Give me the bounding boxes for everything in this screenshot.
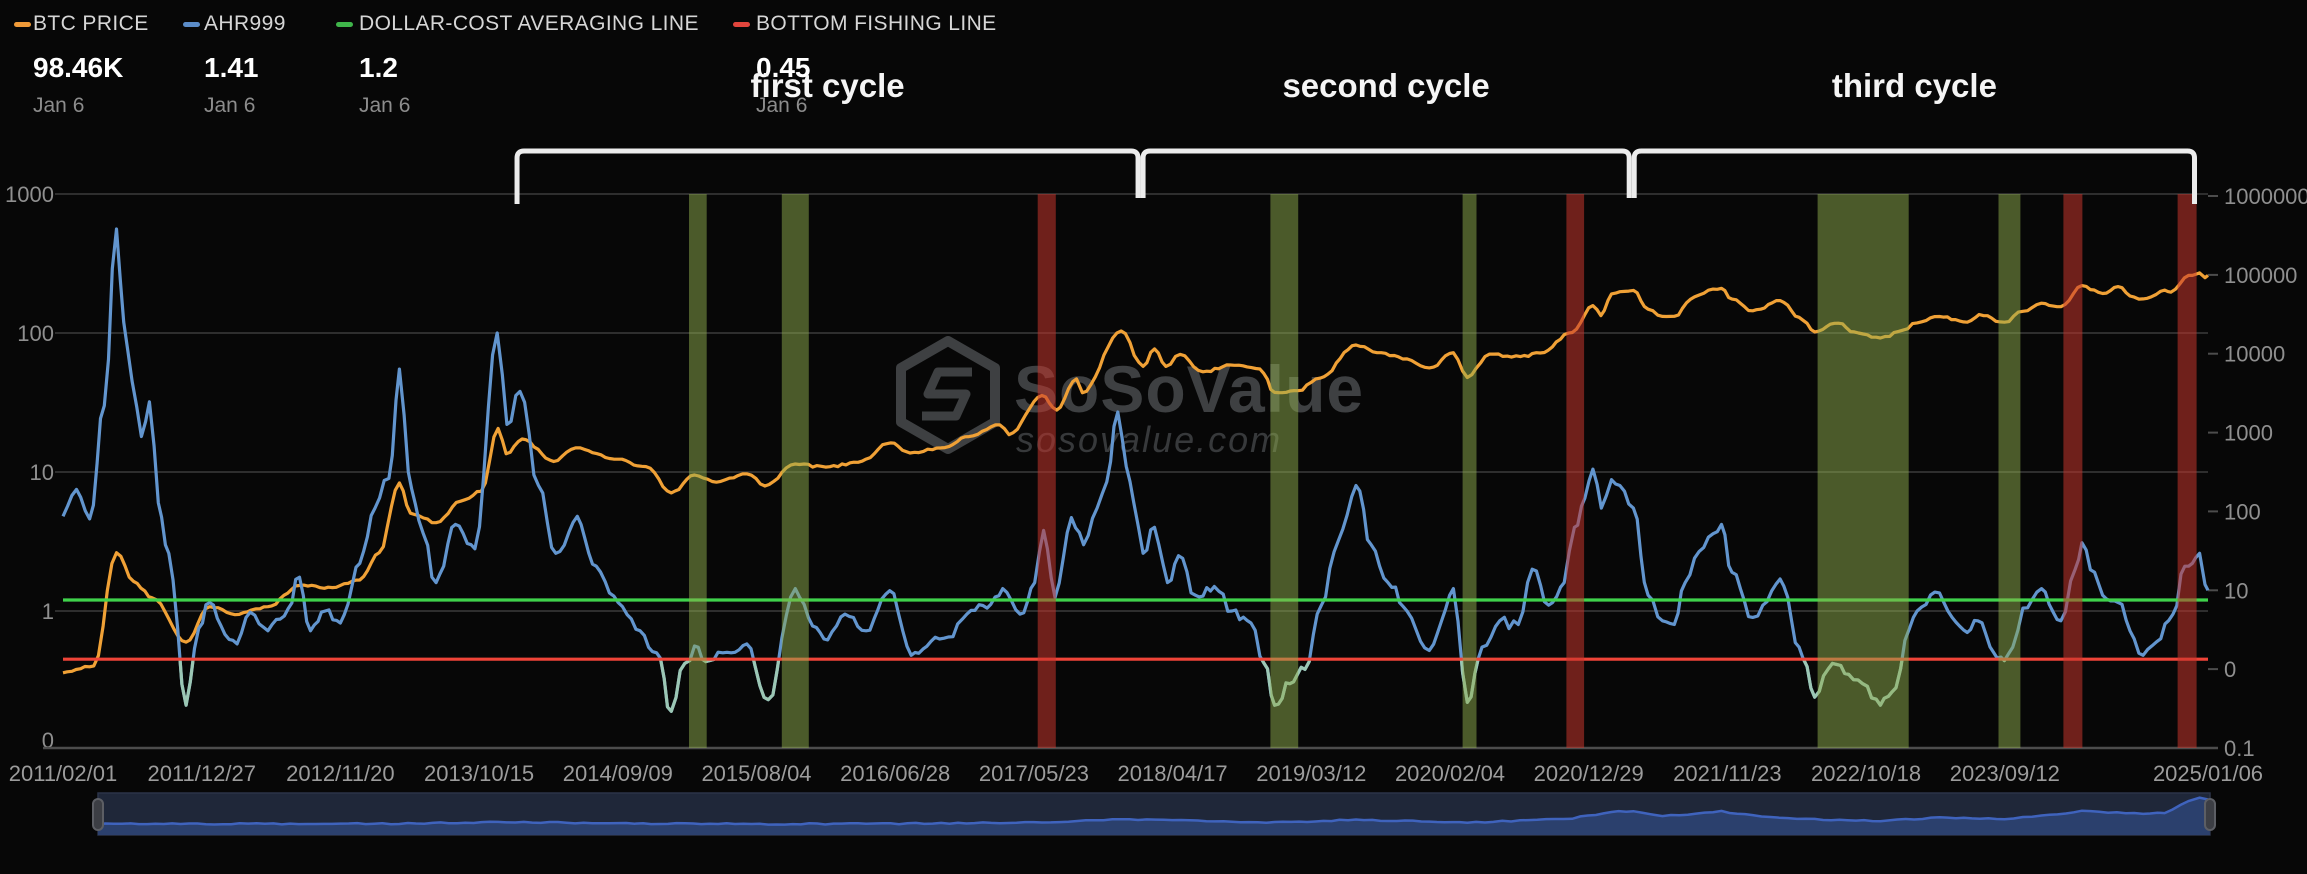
x-axis-label: 2023/09/12 (1950, 761, 2060, 786)
x-axis-label: 2011/12/27 (147, 761, 255, 786)
plot-area[interactable] (63, 194, 2208, 748)
buy-band (689, 194, 707, 748)
navigator-line (96, 796, 2209, 826)
cycle-bracket (514, 148, 1141, 204)
sell-band (1566, 194, 1585, 748)
x-axis-label: 2015/08/04 (701, 761, 811, 786)
x-axis-label: 2025/01/06 (2153, 761, 2263, 786)
y-axis-left-label: 100 (17, 321, 54, 346)
legend-date: Jan 6 (756, 94, 808, 117)
watermark-subtitle: sosovalue.com (1016, 419, 1282, 460)
buy-band (1998, 194, 2021, 748)
watermark: SoSoValuesosovalue.com (896, 336, 1363, 460)
cycle-label: second cycle (1282, 67, 1489, 104)
cycle-label: first cycle (751, 67, 905, 104)
y-axis-right-label: 100000 (2224, 263, 2297, 288)
y-axis-right-label: 1000 (2224, 421, 2273, 446)
legend-value: 1.2 (359, 52, 398, 83)
legend-label: AHR999 (204, 12, 286, 35)
y-axis-right-label: 100 (2224, 499, 2261, 524)
buy-band (1817, 194, 1909, 748)
x-axis-label: 2020/02/04 (1395, 761, 1505, 786)
sosovalue-logo-icon (896, 336, 1000, 454)
y-axis-right-label: 1000000 (2224, 184, 2307, 209)
grid: 1000100101010000001000001000010001001000… (5, 182, 2307, 786)
x-axis-label: 2014/09/09 (563, 761, 673, 786)
sell-band (1037, 194, 1056, 748)
y-axis-right-label: 10000 (2224, 342, 2285, 367)
x-axis-label: 2019/03/12 (1256, 761, 1366, 786)
x-axis-label: 2020/12/29 (1534, 761, 1644, 786)
legend-label: BTC PRICE (33, 12, 149, 35)
legend-label: DOLLAR-COST AVERAGING LINE (359, 12, 699, 35)
navigator-handle-left[interactable] (92, 798, 104, 831)
legend-value: 0.45 (756, 52, 811, 83)
y-axis-left-label: 10 (30, 460, 54, 485)
x-axis-label: 2018/04/17 (1118, 761, 1228, 786)
legend-date: Jan 6 (33, 94, 85, 117)
legend-color-dash-icon (336, 22, 353, 27)
legend-color-dash-icon (733, 22, 750, 27)
buy-band (781, 194, 809, 748)
y-axis-right-label: 0 (2224, 657, 2236, 682)
buy-band (1462, 194, 1477, 748)
x-axis-label: 2011/02/01 (9, 761, 117, 786)
cycle-bracket (1140, 148, 1632, 198)
x-axis-label: 2017/05/23 (979, 761, 1089, 786)
legend-value: 98.46K (33, 52, 124, 83)
legend-label: BOTTOM FISHING LINE (756, 12, 997, 35)
sell-band (2177, 194, 2197, 748)
x-axis-label: 2021/11/23 (1673, 761, 1781, 786)
sosovalue-logo-s (922, 367, 972, 421)
sell-band (2063, 194, 2083, 748)
navigator (92, 792, 2216, 836)
legend-date: Jan 6 (204, 94, 256, 117)
legend-color-dash-icon (14, 22, 31, 27)
legend-date: Jan 6 (359, 94, 411, 117)
navigator-handle-right[interactable] (2204, 798, 2216, 831)
y-axis-right-label: 10 (2224, 578, 2248, 603)
signal-bands (689, 194, 2197, 748)
y-axis-left-label: 1000 (5, 182, 54, 207)
navigator-area (98, 797, 2210, 835)
legend-value: 1.41 (204, 52, 259, 83)
x-axis-label: 2022/10/18 (1811, 761, 1921, 786)
y-axis-right-label: 0.1 (2224, 736, 2255, 761)
x-axis-label: 2012/11/20 (286, 761, 394, 786)
buy-band (1270, 194, 1299, 748)
cycle-label: third cycle (1832, 67, 1997, 104)
cycle-brackets: first cycle second cycle third cycle (514, 67, 2198, 204)
x-axis-label: 2016/06/28 (840, 761, 950, 786)
legend-color-dash-icon (183, 22, 200, 27)
x-axis-label: 2013/10/15 (424, 761, 534, 786)
legend: BTC PRICE 98.46K Jan 6 AHR999 1.41 Jan 6… (0, 0, 2307, 130)
cycle-bracket (1631, 148, 2198, 204)
y-axis-left-label: 1 (42, 599, 54, 624)
